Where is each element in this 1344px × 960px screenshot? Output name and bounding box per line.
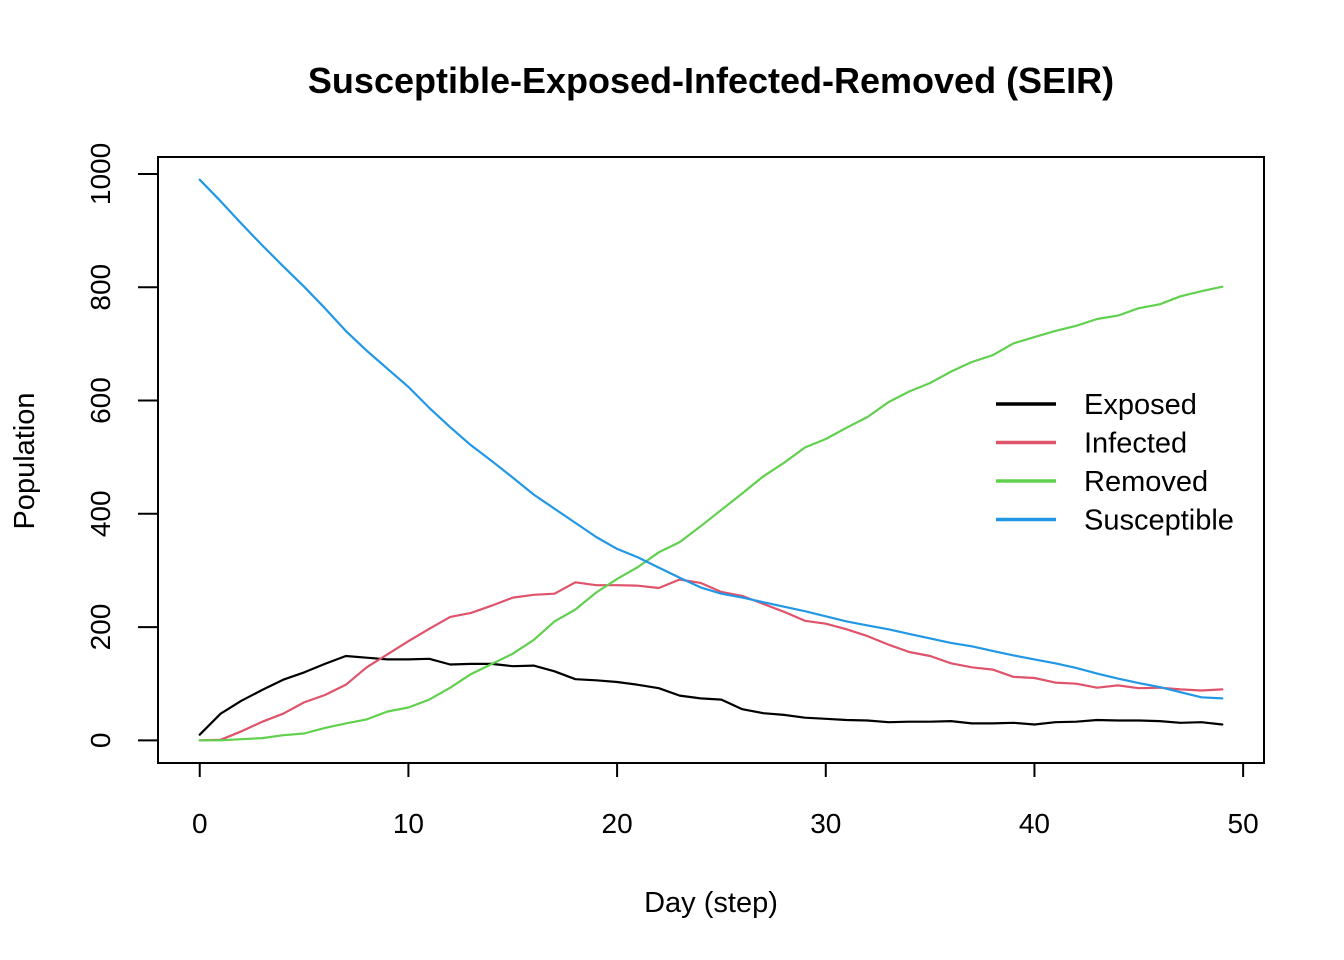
y-tick-label: 1000 xyxy=(85,143,116,205)
x-tick-label: 0 xyxy=(192,808,208,839)
x-tick-label: 30 xyxy=(810,808,841,839)
x-tick-label: 50 xyxy=(1228,808,1259,839)
y-axis: 0 200 400 600 800 1000 xyxy=(85,143,159,749)
y-tick-label: 0 xyxy=(85,733,116,749)
legend-label: Removed xyxy=(1084,466,1208,498)
series-line-susceptible xyxy=(198,178,1224,700)
x-tick-label: 20 xyxy=(602,808,633,839)
x-tick-label: 40 xyxy=(1019,808,1050,839)
x-axis-label: Day (step) xyxy=(644,887,778,919)
series-line-removed xyxy=(198,285,1224,742)
x-tick-label: 10 xyxy=(393,808,424,839)
legend-item-susceptible: Susceptible xyxy=(996,505,1234,537)
y-axis-label: Population xyxy=(9,392,41,529)
chart-title: Susceptible-Exposed-Infected-Removed (SE… xyxy=(308,60,1114,101)
legend: Exposed Infected Removed Susceptible xyxy=(996,389,1234,537)
y-tick-label: 600 xyxy=(85,377,116,424)
legend-label: Infected xyxy=(1084,428,1187,460)
y-tick-label: 400 xyxy=(85,490,116,537)
legend-label: Exposed xyxy=(1084,389,1197,421)
legend-item-infected: Infected xyxy=(996,428,1187,460)
y-tick-label: 800 xyxy=(85,264,116,311)
legend-label: Susceptible xyxy=(1084,505,1234,537)
legend-item-exposed: Exposed xyxy=(996,389,1197,421)
x-axis: 0 10 20 30 40 50 xyxy=(192,762,1259,839)
legend-item-removed: Removed xyxy=(996,466,1208,498)
plot-frame xyxy=(157,156,1265,764)
series-line-exposed xyxy=(198,654,1224,736)
y-tick-label: 200 xyxy=(85,604,116,651)
series-lines xyxy=(198,178,1224,742)
series-line-infected xyxy=(198,578,1224,742)
